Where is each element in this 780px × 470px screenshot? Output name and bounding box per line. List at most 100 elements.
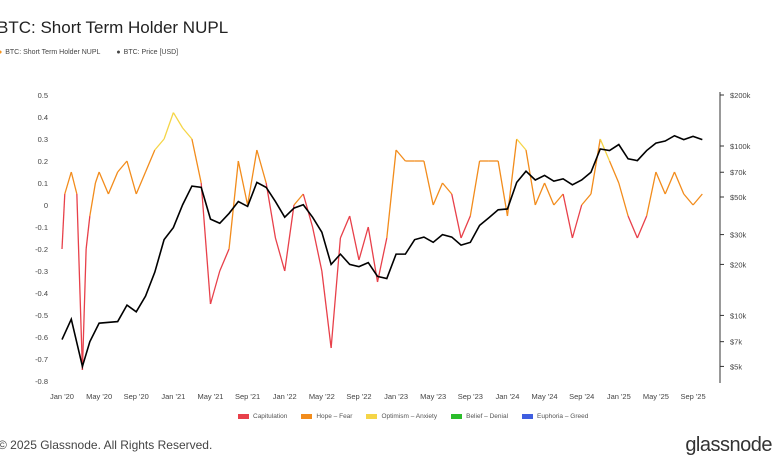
- nupl-segment: [209, 270, 221, 305]
- nupl-segment: [386, 149, 397, 239]
- legend-label: Belief – Denial: [466, 413, 509, 420]
- nupl-segment: [61, 193, 66, 250]
- nupl-segment: [432, 182, 444, 206]
- y-left-tick: 0.3: [38, 135, 48, 144]
- legend-label: Capitulation: [253, 413, 288, 420]
- chart-title: BTC: Short Term Holder NUPL: [0, 18, 229, 37]
- x-tick: Sep '23: [458, 392, 483, 401]
- y-left-tick: 0.1: [38, 179, 48, 188]
- nupl-segment: [98, 171, 109, 195]
- nupl-segment: [219, 248, 230, 272]
- legend-nupl[interactable]: ● BTC: Short Term Holder NUPL: [0, 49, 100, 56]
- y-left-tick: -0.8: [35, 377, 48, 386]
- nupl-segment: [64, 171, 72, 195]
- legend-euphoria-greed[interactable]: Euphoria – Greed: [522, 413, 588, 420]
- y-left-tick: 0.5: [38, 91, 48, 100]
- x-tick: Sep '22: [346, 392, 371, 401]
- nupl-segment: [265, 182, 277, 239]
- copyright: © 2025 Glassnode. All Rights Reserved.: [0, 438, 213, 452]
- legend-price-label: BTC: Price [USD]: [123, 49, 179, 56]
- x-tick: Sep '21: [235, 392, 260, 401]
- nupl-segment: [590, 138, 601, 195]
- legend-swatch: [451, 414, 463, 419]
- y-left-tick: 0.4: [38, 113, 48, 122]
- y-left-tick: -0.3: [35, 267, 48, 276]
- legend-capitulation[interactable]: Capitulation: [238, 413, 287, 420]
- nupl-segment: [562, 193, 574, 239]
- top-legend: ● BTC: Short Term Holder NUPL ● BTC: Price…: [0, 49, 178, 56]
- y-left-tick: -0.4: [35, 289, 48, 298]
- nupl-segment: [571, 204, 583, 239]
- nupl-segment: [89, 182, 97, 217]
- nupl-segment: [525, 149, 536, 206]
- y-right-tick: $70k: [730, 168, 747, 177]
- nupl-segment: [182, 127, 193, 140]
- nupl-segment: [76, 193, 84, 371]
- x-tick: May '20: [86, 392, 112, 401]
- legend-swatch: [238, 414, 249, 419]
- x-tick: Jan '22: [273, 392, 297, 401]
- y-right-tick: $200k: [730, 91, 751, 100]
- y-left-tick: 0.2: [38, 157, 48, 166]
- nupl-segment: [321, 270, 332, 349]
- x-tick: Jan '23: [384, 392, 408, 401]
- nupl-segment: [618, 182, 629, 217]
- nupl-segment: [655, 171, 666, 195]
- x-tick: Jan '25: [607, 392, 631, 401]
- nupl-segment: [163, 112, 174, 140]
- nupl-segment: [543, 182, 555, 206]
- nupl-segment: [126, 160, 137, 195]
- y-right-tick: $50k: [730, 193, 747, 202]
- legend-price[interactable]: ● BTC: Price [USD]: [116, 49, 178, 56]
- x-tick: May '24: [532, 392, 558, 401]
- nupl-segment: [358, 226, 369, 261]
- nupl-segment: [339, 215, 351, 239]
- glassnode-logo: glassnode: [685, 434, 772, 456]
- nupl-segment: [85, 215, 91, 250]
- nupl-segment: [553, 193, 564, 206]
- nupl-segment: [692, 193, 703, 206]
- legend-nupl-label: BTC: Short Term Holder NUPL: [5, 49, 101, 56]
- nupl-segment: [627, 215, 638, 239]
- x-tick: Jan '20: [50, 392, 74, 401]
- legend-label: Hope – Fear: [316, 413, 353, 420]
- y-right-tick: $30k: [730, 231, 747, 240]
- nupl-segment: [284, 204, 295, 272]
- legend-nupl-dot: ●: [0, 49, 3, 56]
- nupl-segment: [469, 160, 481, 217]
- nupl-segment: [423, 160, 434, 206]
- x-tick: May '23: [420, 392, 446, 401]
- x-tick: Sep '24: [569, 392, 594, 401]
- legend-label: Euphoria – Greed: [537, 413, 589, 420]
- nupl-segment: [117, 160, 128, 173]
- nupl-segment: [451, 193, 462, 239]
- x-tick: Jan '21: [161, 392, 185, 401]
- legend-hope-fear[interactable]: Hope – Fear: [301, 413, 352, 420]
- nupl-segment: [237, 160, 249, 206]
- nupl-segment: [172, 112, 184, 129]
- nupl-segment: [664, 171, 676, 195]
- legend-price-dot: ●: [116, 49, 121, 56]
- x-tick: May '21: [197, 392, 223, 401]
- nupl-segment: [534, 182, 546, 206]
- legend-swatch: [522, 414, 534, 419]
- nupl-segment: [311, 226, 323, 272]
- bottom-legend: Capitulation Hope – Fear Optimism – Anxi…: [238, 413, 588, 420]
- nupl-segment: [376, 237, 388, 283]
- y-right-tick: $5k: [730, 362, 742, 371]
- nupl-segment: [636, 215, 648, 239]
- legend-belief-denial[interactable]: Belief – Denial: [451, 413, 508, 420]
- y-right-tick: $100k: [730, 142, 751, 151]
- legend-optimism-anxiety[interactable]: Optimism – Anxiety: [366, 413, 437, 420]
- nupl-segment: [516, 138, 527, 151]
- legend-swatch: [366, 414, 378, 419]
- nupl-segment: [497, 160, 509, 217]
- price-line: [61, 134, 703, 370]
- y-left-tick: -0.2: [35, 245, 48, 254]
- nupl-segment: [107, 171, 119, 195]
- x-tick: May '22: [309, 392, 335, 401]
- y-left-tick: -0.7: [35, 355, 48, 364]
- nupl-segment: [349, 215, 360, 261]
- nupl-segment: [191, 138, 202, 184]
